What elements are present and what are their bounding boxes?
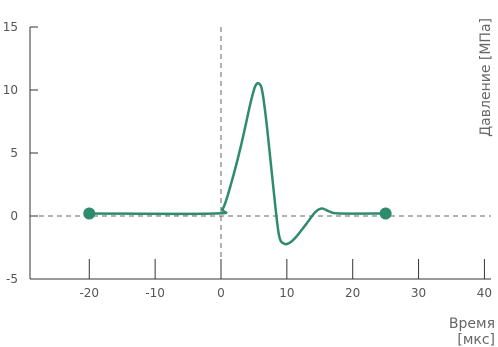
axes <box>29 27 491 280</box>
x-tick-label: -10 <box>145 286 165 300</box>
x-tick-label: 40 <box>477 286 492 300</box>
x-tick-label: -20 <box>79 286 99 300</box>
y-tick-label: 15 <box>3 20 18 34</box>
y-axis-label: Давление [МПа] <box>478 18 494 137</box>
y-tick-label: 5 <box>10 146 18 160</box>
series-endpoint-marker <box>83 207 96 220</box>
series <box>83 81 392 246</box>
x-tick-label: 30 <box>411 286 426 300</box>
x-tick-label: 10 <box>279 286 294 300</box>
y-tick-label: 10 <box>3 83 18 97</box>
ticks: -20 -10 0 10 20 30 40 -5 0 5 10 15 <box>3 20 492 300</box>
x-axis-label-line1: Время <box>449 316 495 332</box>
reference-lines <box>30 27 491 279</box>
pressure-series-line <box>88 81 387 246</box>
y-tick-label: 0 <box>10 209 18 223</box>
x-tick-label: 0 <box>217 286 225 300</box>
y-tick-label: -5 <box>6 272 18 286</box>
x-tick-label: 20 <box>345 286 360 300</box>
x-axis-label-line2: [мкс] <box>457 332 495 347</box>
series-endpoint-marker <box>379 207 392 220</box>
